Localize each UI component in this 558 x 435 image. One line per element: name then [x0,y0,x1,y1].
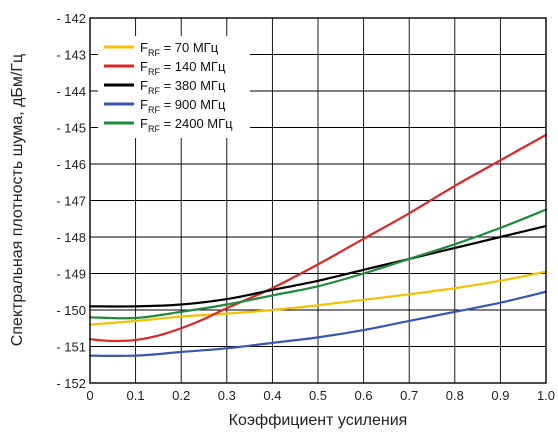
x-tick-label: 0.8 [446,388,464,403]
series-line-1 [88,270,548,326]
x-tick-label: 0.7 [400,388,418,403]
y-tick-label: - 148 [56,230,86,245]
y-tick-label: - 150 [56,303,86,318]
y-tick-label: - 144 [56,84,86,99]
y-axis-label: Спектральная плотность шума, дБм/Гц [9,54,26,346]
x-tick-label: 0.3 [218,388,236,403]
x-tick-label: 0.5 [309,388,327,403]
series-lines [88,133,548,357]
y-tick-label: - 152 [56,376,86,391]
series-line-2 [88,133,548,343]
x-ticks: 0 0.1 0.2 0.3 0.4 0.5 0.6 0.7 0.8 0.9 1.0 [86,388,555,403]
x-tick-label: 0 [86,388,93,403]
y-tick-label: - 142 [56,11,86,26]
legend-label-2: FRF = 140 МГц [140,59,226,77]
x-tick-label: 0.1 [127,388,145,403]
series-line-5 [88,208,548,320]
x-tick-label: 1.0 [537,388,555,403]
series-line-3 [88,224,548,308]
y-tick-label: - 143 [56,48,86,63]
y-tick-label: - 146 [56,157,86,172]
legend-label-3: FRF = 380 МГц [140,78,226,96]
y-tick-label: - 149 [56,267,86,282]
legend-box [98,36,250,138]
legend-label-1: FRF = 70 МГц [140,40,219,58]
x-axis-label: Коэффициент усиления [229,412,408,429]
y-tick-label: - 147 [56,194,86,209]
legend-label-4: FRF = 900 МГц [140,97,226,115]
y-tick-label: - 145 [56,121,86,136]
plot-frame [89,17,547,384]
x-tick-label: 0.2 [172,388,190,403]
series-line-4 [88,290,548,357]
y-tick-label: - 151 [56,340,86,355]
x-tick-label: 0.4 [263,388,281,403]
legend-label-5: FRF = 2400 МГц [140,116,233,134]
x-tick-label: 0.6 [355,388,373,403]
y-ticks: - 142 - 143 - 144 - 145 - 146 - 147 - 148 - 149… [56,11,86,391]
x-tick-label: 0.9 [491,388,509,403]
